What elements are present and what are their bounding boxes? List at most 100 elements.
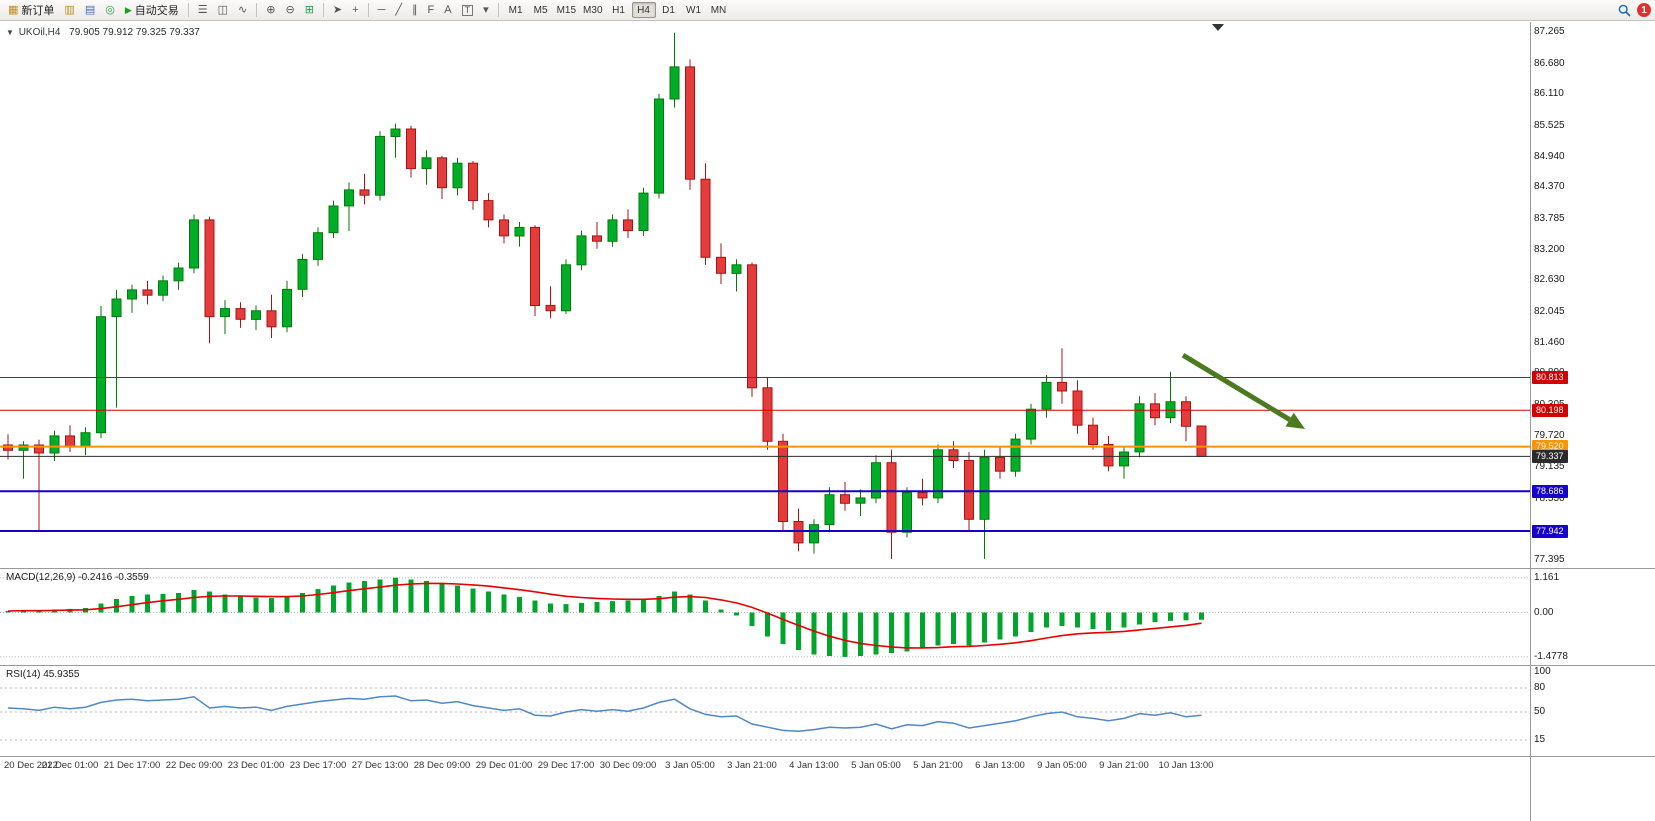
price-axis-label: 84.370 [1534,181,1565,193]
label-tool-icon: T [461,4,474,16]
candle-body [1196,425,1207,457]
price-axis[interactable]: 87.265 86.680 86.110 85.525 84.940 84.370 83.7… [1531,0,1655,821]
label-tool-button[interactable]: T [458,2,478,19]
macd-histogram-bar [346,582,352,613]
macd-label: MACD(12,26,9) -0.2416 -0.3559 [6,572,149,583]
macd-histogram-bar [300,593,305,613]
market-watch-icon: ▤ [84,3,96,16]
channel-icon: ∥ [411,3,418,16]
timeframe-h1[interactable]: H1 [607,2,631,18]
search-button[interactable] [1614,2,1635,19]
macd-histogram-bar [811,612,817,655]
candle-body [933,449,943,499]
rsi-panel-canvas[interactable] [0,666,1530,756]
time-axis-label: 3 Jan 21:00 [727,760,777,771]
candle-body [809,524,819,544]
trendline-icon: ╱ [395,3,402,16]
candle-body [592,235,602,242]
candle-body [173,267,184,282]
candle-body [390,128,401,137]
candle-body [49,435,60,454]
candle-body [468,162,478,202]
candle-body [142,289,153,296]
macd-histogram-bar [377,579,383,613]
macd-histogram-bar [176,593,181,613]
panel-separator[interactable] [0,568,1655,569]
macd-signal-line [7,582,1202,649]
macd-histogram-bar [579,602,584,613]
candle-body [344,189,354,207]
text-tool-button[interactable]: A [440,2,455,19]
macd-histogram-bar [997,612,1003,640]
notification-badge[interactable]: 1 [1637,3,1651,17]
zoom-out-button[interactable]: ⊖ [281,2,298,19]
price-tag: 80.198 [1532,403,1568,417]
timeframe-mn[interactable]: MN [707,2,731,18]
price-axis-label: 82.630 [1534,274,1565,286]
candle-body [266,310,277,328]
macd-histogram-bar [501,594,507,613]
timeframe-m30[interactable]: M30 [580,2,605,18]
macd-histogram-bar [1152,612,1158,623]
price-axis-label: 84.940 [1534,150,1565,162]
time-axis[interactable]: 20 Dec 2022 21 Dec 01:00 21 Dec 17:00 22 De… [0,758,1530,774]
price-tag: 80.813 [1532,371,1568,384]
cursor-icon: ➤ [332,3,343,16]
tile-windows-button[interactable]: ⊞ [301,2,318,19]
macd-histogram-bar [641,599,646,613]
chart-expander-icon[interactable]: ▼ [6,28,14,37]
channel-button[interactable]: ∥ [408,2,422,19]
macd-histogram-bar [827,612,832,656]
timeframe-h4[interactable]: H4 [631,2,656,18]
horizontal-line-button[interactable]: ─ [374,2,390,19]
toolbar: ▦ 新订单 ▥ ▤ ◎ ▶ 自动交易 ☰ ◫ ∿ ⊕ ⊖ ⊞ ➤ + ─ ╱ [0,0,1655,21]
candle-body [328,205,339,234]
navigator-icon: ◎ [105,3,115,16]
macd-histogram-bar [1090,612,1096,629]
toolbar-separator [367,3,369,17]
navigator-button[interactable]: ◎ [101,2,119,19]
timeframe-m15[interactable]: M15 [554,2,579,18]
fibonacci-button[interactable]: F [423,2,438,19]
shapes-dropdown-button[interactable]: ▾ [479,2,493,19]
candlestick-chart-button[interactable]: ◫ [214,2,232,19]
new-order-button[interactable]: ▦ 新订单 [4,2,58,19]
line-chart-icon: ∿ [238,3,248,16]
cursor-button[interactable]: ➤ [329,2,346,19]
timeframe-m5[interactable]: M5 [529,2,553,18]
bar-chart-button[interactable]: ☰ [194,2,212,19]
price-chart-canvas[interactable] [0,22,1530,568]
candle-body [452,162,463,189]
timeframe-w1[interactable]: W1 [682,2,706,18]
new-order-label: 新订单 [21,5,55,17]
macd-histogram-bar [408,579,414,613]
candle-body [778,440,788,522]
macd-histogram-bar [331,585,336,613]
candle-body [80,432,91,448]
timeframe-m1[interactable]: M1 [504,2,528,18]
macd-histogram-bar [1075,612,1080,628]
price-tag: 77.942 [1532,524,1568,538]
time-axis-label: 9 Jan 05:00 [1037,760,1087,771]
macd-histogram-bar [393,577,398,613]
timeframe-d1[interactable]: D1 [657,2,681,18]
candle-body [1103,444,1114,467]
price-axis-label: 83.785 [1534,212,1565,224]
macd-panel-canvas[interactable] [0,569,1530,665]
candle-body [948,449,959,461]
autotrade-button[interactable]: ▶ 自动交易 [121,2,183,19]
trendline-button[interactable]: ╱ [391,2,406,19]
market-watch-button[interactable]: ▤ [81,2,99,19]
crosshair-button[interactable]: + [348,2,362,19]
macd-histogram-bar [455,585,460,613]
candle-body [313,232,323,260]
profiles-button[interactable]: ▥ [60,2,78,19]
panel-separator[interactable] [0,665,1655,666]
macd-axis-label: 1.161 [1534,571,1560,583]
trend-arrow-annotation[interactable] [1181,353,1291,422]
trend-arrow-head[interactable] [1285,412,1306,429]
macd-histogram-bar [873,612,879,655]
zoom-in-button[interactable]: ⊕ [262,2,279,19]
line-chart-button[interactable]: ∿ [234,2,251,19]
chart-shift-marker[interactable] [1212,24,1224,31]
